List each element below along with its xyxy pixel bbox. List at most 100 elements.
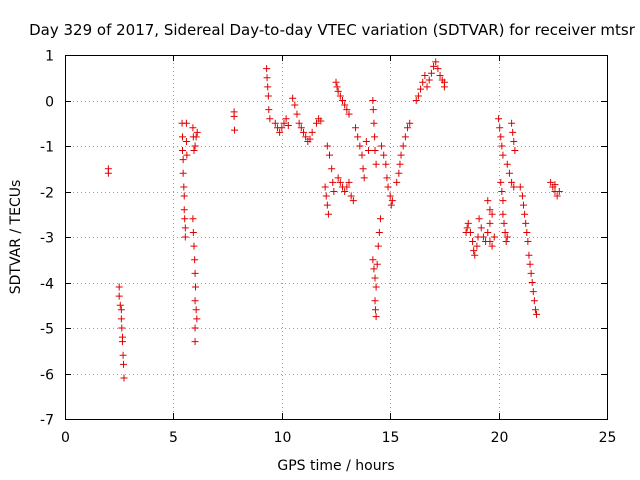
data-point <box>388 197 396 205</box>
data-point <box>484 197 492 205</box>
data-point <box>284 122 292 130</box>
data-point <box>183 151 191 159</box>
data-point <box>115 292 123 300</box>
data-point <box>382 160 390 168</box>
data-point <box>501 228 509 236</box>
data-point <box>397 151 405 159</box>
data-point <box>324 210 332 218</box>
plot-frame <box>65 55 608 420</box>
data-point <box>471 251 479 259</box>
data-point <box>376 215 384 223</box>
data-point <box>266 115 274 123</box>
data-point <box>547 178 555 186</box>
grid-lines <box>65 55 607 419</box>
data-point <box>529 288 537 296</box>
data-point <box>191 269 199 277</box>
data-point <box>502 238 510 246</box>
data-point <box>466 228 474 236</box>
data-point <box>524 238 532 246</box>
y-tick-label: 0 <box>45 95 54 111</box>
data-point <box>118 324 126 332</box>
data-point <box>278 124 286 132</box>
data-point <box>263 65 271 73</box>
data-point <box>323 142 331 150</box>
data-point <box>498 142 506 150</box>
data-point <box>406 119 414 127</box>
data-point <box>119 351 127 359</box>
data-point <box>479 233 487 241</box>
data-point <box>193 315 201 323</box>
data-point <box>371 274 379 282</box>
data-point <box>499 210 507 218</box>
data-point <box>463 224 471 232</box>
data-point <box>523 228 531 236</box>
data-point <box>371 133 379 141</box>
data-point <box>263 74 271 82</box>
data-point <box>322 192 330 200</box>
data-point <box>120 360 128 368</box>
data-point <box>191 324 199 332</box>
data-point <box>370 119 378 127</box>
data-point <box>339 97 347 104</box>
data-point <box>386 192 394 200</box>
data-point <box>508 119 516 127</box>
data-point <box>265 106 273 114</box>
data-point <box>464 219 472 227</box>
data-point <box>509 128 517 136</box>
data-point <box>308 128 316 136</box>
data-point <box>371 147 379 155</box>
data-point <box>104 169 112 177</box>
data-point <box>527 269 535 277</box>
data-point <box>365 147 373 155</box>
data-point <box>528 279 536 286</box>
data-points <box>104 58 563 382</box>
data-point <box>354 133 362 141</box>
data-point <box>432 58 440 66</box>
data-point <box>414 92 422 100</box>
data-point <box>486 206 494 214</box>
data-point <box>180 206 188 214</box>
data-point <box>329 178 337 186</box>
data-point <box>341 188 349 195</box>
data-point <box>295 119 303 127</box>
data-point <box>345 178 353 186</box>
data-point <box>369 256 377 264</box>
data-point <box>395 169 403 177</box>
data-point <box>117 306 125 314</box>
data-point <box>359 165 367 173</box>
data-point <box>393 178 401 186</box>
data-point <box>179 156 187 164</box>
data-point <box>421 71 429 79</box>
data-point <box>328 165 336 173</box>
data-point <box>396 160 404 168</box>
data-point <box>264 92 272 100</box>
data-point <box>231 126 239 134</box>
data-point <box>510 137 518 145</box>
data-point <box>518 192 526 200</box>
x-tick-label: 20 <box>491 430 509 446</box>
data-point <box>404 124 412 132</box>
data-point <box>473 242 481 250</box>
data-point <box>191 142 199 150</box>
data-point <box>193 128 201 136</box>
data-point <box>360 174 368 182</box>
data-point <box>470 247 478 255</box>
data-point <box>191 297 199 305</box>
data-point <box>181 215 189 223</box>
data-point <box>477 224 485 232</box>
data-point <box>334 87 342 95</box>
data-point <box>180 192 188 200</box>
data-point <box>182 119 190 127</box>
data-point <box>510 183 518 191</box>
data-point <box>434 65 442 73</box>
data-point <box>488 210 496 218</box>
data-point <box>282 115 290 123</box>
y-tick-label: -5 <box>40 322 54 338</box>
data-point <box>358 151 366 159</box>
data-point <box>372 313 380 321</box>
data-point <box>291 101 299 109</box>
data-point <box>511 147 519 155</box>
data-point <box>378 142 386 150</box>
data-point <box>180 183 188 191</box>
